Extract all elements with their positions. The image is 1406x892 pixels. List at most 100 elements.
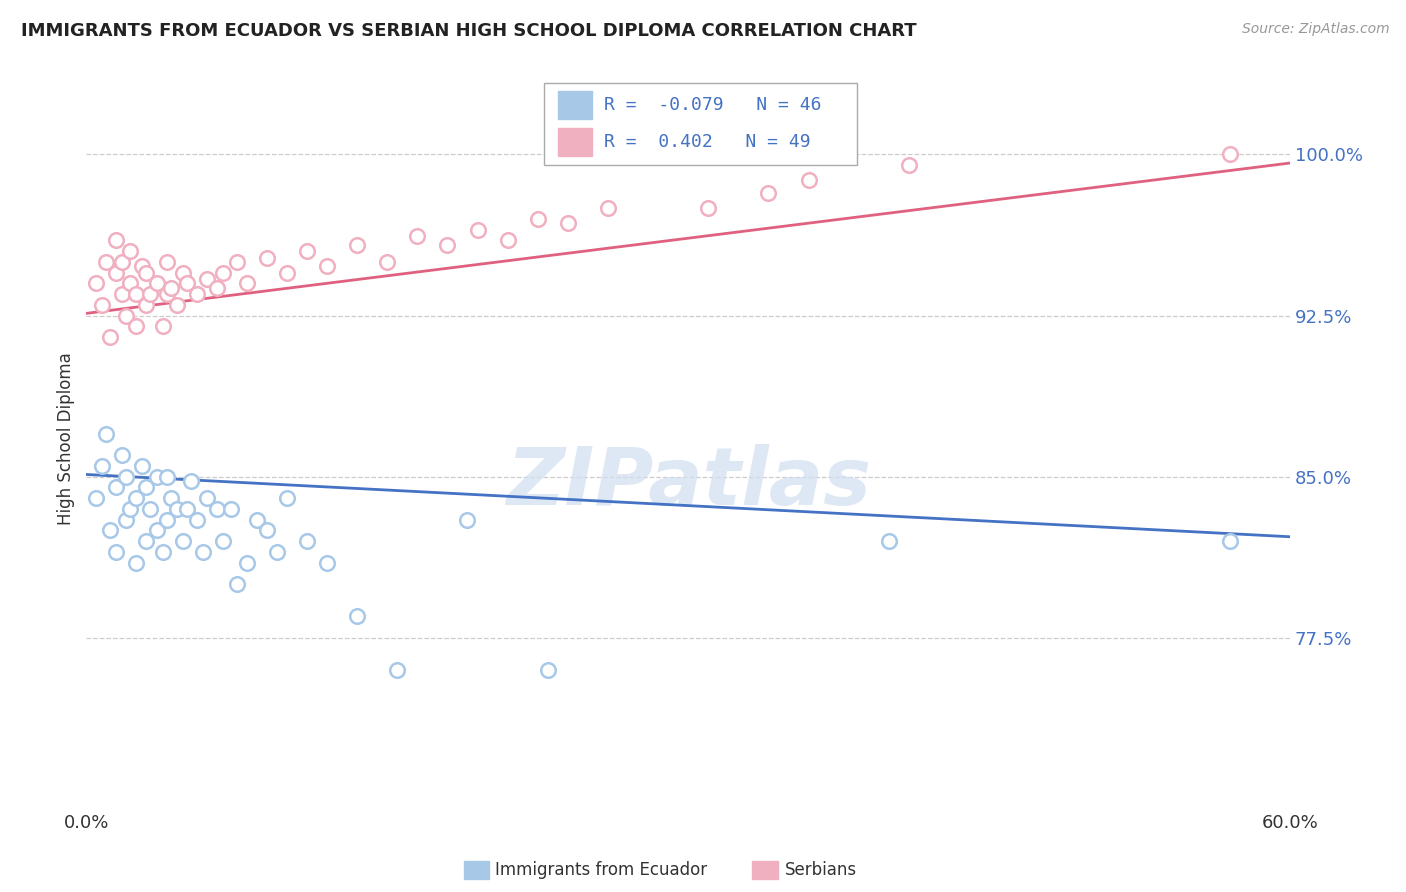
- Point: [152, 545, 174, 559]
- Point: [135, 298, 157, 312]
- Point: [1219, 534, 1241, 549]
- Point: [115, 512, 138, 526]
- Point: [120, 501, 142, 516]
- Point: [256, 524, 278, 538]
- Point: [135, 266, 157, 280]
- Y-axis label: High School Diploma: High School Diploma: [58, 352, 75, 525]
- Text: Immigrants from Ecuador: Immigrants from Ecuador: [495, 861, 707, 879]
- Point: [98, 524, 121, 538]
- Point: [125, 491, 148, 505]
- Point: [266, 545, 288, 559]
- Point: [155, 255, 177, 269]
- Point: [1219, 147, 1241, 161]
- Point: [105, 480, 128, 494]
- Text: ZIPatlas: ZIPatlas: [506, 444, 870, 523]
- Point: [316, 259, 339, 273]
- Bar: [558, 128, 592, 156]
- Point: [797, 173, 820, 187]
- Bar: [558, 91, 592, 119]
- Point: [436, 237, 458, 252]
- Point: [135, 480, 157, 494]
- Point: [256, 251, 278, 265]
- Point: [159, 280, 181, 294]
- Text: R =  -0.079   N = 46: R = -0.079 N = 46: [605, 95, 821, 114]
- Point: [195, 491, 218, 505]
- Point: [111, 255, 134, 269]
- Point: [186, 287, 208, 301]
- Point: [375, 255, 398, 269]
- Text: R =  0.402   N = 49: R = 0.402 N = 49: [605, 133, 810, 151]
- Point: [145, 469, 167, 483]
- Point: [180, 474, 202, 488]
- Point: [236, 556, 259, 570]
- Point: [295, 244, 318, 258]
- FancyBboxPatch shape: [544, 83, 856, 165]
- Point: [120, 244, 142, 258]
- Text: IMMIGRANTS FROM ECUADOR VS SERBIAN HIGH SCHOOL DIPLOMA CORRELATION CHART: IMMIGRANTS FROM ECUADOR VS SERBIAN HIGH …: [21, 22, 917, 40]
- Point: [115, 309, 138, 323]
- Point: [877, 534, 900, 549]
- Point: [346, 237, 368, 252]
- Point: [316, 556, 339, 570]
- Point: [145, 524, 167, 538]
- Point: [139, 501, 162, 516]
- Point: [155, 512, 177, 526]
- Point: [176, 501, 198, 516]
- Point: [111, 287, 134, 301]
- Point: [145, 277, 167, 291]
- Point: [131, 458, 153, 473]
- Point: [120, 277, 142, 291]
- Point: [86, 491, 108, 505]
- Point: [176, 277, 198, 291]
- Point: [697, 201, 720, 215]
- Point: [186, 512, 208, 526]
- Point: [155, 469, 177, 483]
- Point: [236, 277, 259, 291]
- Point: [526, 211, 548, 226]
- Point: [596, 201, 619, 215]
- Point: [96, 426, 118, 441]
- Point: [111, 448, 134, 462]
- Point: [98, 330, 121, 344]
- Point: [86, 277, 108, 291]
- Point: [211, 534, 233, 549]
- Point: [135, 534, 157, 549]
- Point: [205, 501, 228, 516]
- Point: [191, 545, 214, 559]
- Point: [166, 298, 188, 312]
- Point: [91, 458, 114, 473]
- Point: [557, 216, 579, 230]
- Point: [897, 158, 920, 172]
- Point: [276, 491, 298, 505]
- Point: [105, 233, 128, 247]
- Point: [496, 233, 519, 247]
- Point: [758, 186, 780, 200]
- Point: [195, 272, 218, 286]
- Point: [91, 298, 114, 312]
- Point: [295, 534, 318, 549]
- Point: [125, 556, 148, 570]
- Point: [205, 280, 228, 294]
- Point: [125, 319, 148, 334]
- Point: [105, 266, 128, 280]
- Point: [225, 577, 247, 591]
- Point: [115, 469, 138, 483]
- Point: [406, 229, 429, 244]
- Point: [131, 259, 153, 273]
- Point: [166, 501, 188, 516]
- Point: [172, 266, 194, 280]
- Point: [172, 534, 194, 549]
- Point: [346, 609, 368, 624]
- Point: [467, 222, 489, 236]
- Point: [456, 512, 478, 526]
- Point: [96, 255, 118, 269]
- Point: [159, 491, 181, 505]
- Point: [155, 287, 177, 301]
- Point: [152, 319, 174, 334]
- Point: [225, 255, 247, 269]
- Point: [246, 512, 269, 526]
- Point: [211, 266, 233, 280]
- Point: [139, 287, 162, 301]
- Point: [276, 266, 298, 280]
- Point: [537, 663, 560, 677]
